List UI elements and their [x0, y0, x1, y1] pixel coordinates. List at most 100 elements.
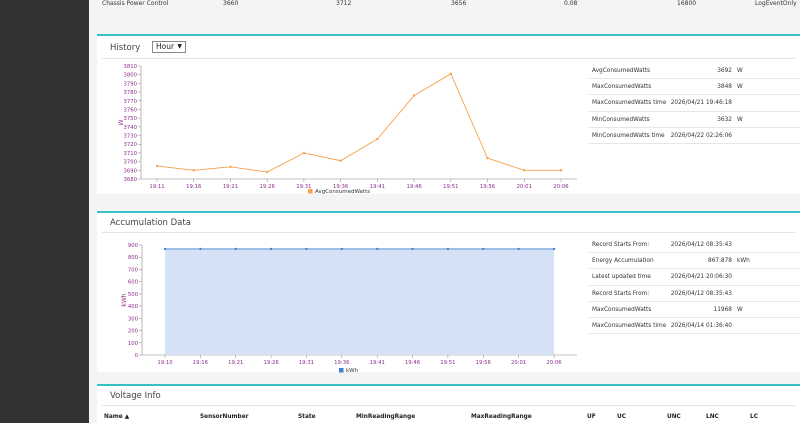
x-tick-label: 19:26 [263, 360, 279, 366]
info-unit: W [737, 68, 743, 74]
data-point [199, 247, 202, 251]
value-cell: 0.08 [564, 0, 578, 7]
divider [102, 405, 795, 406]
column-header-min-reading[interactable]: MinReadingRange [356, 414, 416, 420]
info-unit: W [737, 306, 743, 313]
column-header-unc[interactable]: UNC [667, 414, 681, 420]
info-unit: kWh [737, 258, 750, 265]
legend-label: AvgConsumedWatts [315, 189, 370, 195]
history-panel: History Hour ▼ 3680 3690 3700 3710 3720 3730 3… [97, 34, 800, 195]
info-label: Record Starts From: [592, 242, 650, 248]
divider [102, 232, 795, 233]
info-row: AvgConsumedWatts 3692 W [589, 63, 800, 80]
info-label: MaxConsumedWatts time [592, 322, 667, 329]
x-tick-label: 19:36 [334, 360, 350, 366]
column-header-uc[interactable]: UC [617, 414, 626, 420]
data-point [412, 94, 416, 97]
column-header-state[interactable]: State [298, 414, 316, 420]
accumulation-info-table: Record Starts From: 2026/04/12 08:35:43 En… [589, 237, 800, 335]
x-tick-label: 19:51 [443, 184, 458, 190]
x-tick-label: 20:06 [546, 360, 562, 366]
x-tick-label: 19:31 [296, 184, 311, 190]
data-point [155, 164, 159, 168]
data-point [339, 159, 342, 162]
value-cell: LogEventOnly [755, 0, 797, 7]
history-info-table: AvgConsumedWatts 3692 W MaxConsumedWatts 384… [589, 63, 800, 144]
column-header-sensor-number[interactable]: SensorNumber [200, 414, 249, 420]
area-fill [165, 248, 554, 355]
y-tick-label: 3790 [124, 81, 138, 87]
data-point [340, 247, 344, 251]
column-header-max-reading[interactable]: MaxReadingRange [471, 414, 532, 420]
data-point [446, 247, 450, 251]
data-point [482, 247, 485, 251]
y-tick-label: 3770 [124, 99, 138, 105]
column-header-lnc[interactable]: LNC [706, 414, 719, 420]
info-label: Record Starts From: [592, 290, 650, 297]
history-title: History [110, 43, 141, 53]
info-row: MinConsumedWatts 3632 W [589, 112, 800, 128]
column-header-lc[interactable]: LC [750, 414, 758, 420]
x-tick-label: 19:11 [149, 184, 164, 190]
x-tick-label: 19:56 [480, 184, 496, 190]
data-point [269, 247, 273, 251]
info-row: MaxConsumedWatts 11968 W [589, 302, 800, 318]
data-point [192, 169, 195, 172]
voltage-panel: Voltage Info Name ▲ SensorNumber State M… [97, 384, 800, 423]
y-axis-label: kWh [121, 293, 128, 306]
series-line [156, 73, 561, 173]
history-chart: 3680 3690 3700 3710 3720 3730 3740 3750 3760 3770… [118, 64, 577, 195]
history-range-select[interactable]: Hour ▼ [152, 41, 186, 53]
info-label: AvgConsumedWatts [592, 68, 651, 74]
data-point [486, 156, 489, 160]
y-tick-label: 3810 [124, 64, 138, 70]
data-point [523, 169, 526, 172]
value-cell: 3712 [336, 0, 352, 7]
column-header-name[interactable]: Name ▲ [104, 414, 130, 420]
chevron-down-icon: ▼ [177, 43, 182, 50]
column-header-uf[interactable]: UF [587, 414, 596, 420]
info-value: 2026/04/21 20:06:30 [670, 274, 732, 281]
info-row: MaxConsumedWatts time 2026/04/21 19:46:18 [589, 95, 800, 112]
accumulation-title: Accumulation Data [110, 218, 191, 228]
info-value: 2026/04/12 08:35:43 [670, 242, 732, 248]
x-tick-label: 19:46 [406, 184, 422, 190]
data-point [376, 137, 379, 141]
y-tick-label: 400 [128, 304, 139, 310]
info-value: 11968 [713, 306, 732, 313]
info-row: MaxConsumedWatts time 2026/04/14 01:36:40 [589, 318, 800, 335]
y-tick-label: 3720 [124, 142, 138, 148]
y-tick-label: 3780 [124, 90, 138, 96]
info-row: Energy Accumulation 867.878 kWh [589, 253, 800, 270]
table-row: Chassis Power Control 3660 3712 3656 0.0… [102, 0, 800, 10]
data-point [375, 247, 379, 251]
y-tick-label: 3690 [124, 168, 138, 174]
value-cell: 3660 [223, 0, 239, 7]
info-value: 2026/04/22 02:26:06 [670, 132, 732, 139]
y-tick-label: 3740 [124, 125, 138, 131]
info-value: 3692 [717, 68, 732, 74]
y-tick-label: 3800 [124, 73, 138, 79]
x-tick-label: 19:16 [186, 184, 202, 190]
x-tick-label: 19:10 [157, 360, 173, 366]
divider [102, 58, 795, 59]
info-label: MaxConsumedWatts [592, 306, 652, 313]
info-value: 3632 [717, 116, 732, 123]
x-tick-label: 20:01 [511, 360, 526, 366]
y-tick-label: 3750 [124, 116, 138, 122]
info-unit: W [737, 116, 743, 123]
data-point [552, 247, 556, 251]
x-tick-label: 19:56 [476, 360, 492, 366]
main-content: Chassis Power Control 3660 3712 3656 0.0… [89, 0, 800, 423]
y-tick-label: 300 [128, 316, 139, 322]
info-label: MinConsumedWatts time [592, 132, 665, 139]
legend-label: kWh [346, 368, 359, 374]
x-tick-label: 20:01 [517, 184, 532, 190]
info-label: MinConsumedWatts [592, 116, 650, 123]
data-point [265, 170, 269, 174]
x-tick-label: 19:31 [299, 360, 314, 366]
data-point [559, 169, 563, 172]
value-cell: 3656 [451, 0, 467, 7]
x-tick-label: 19:41 [370, 360, 385, 366]
data-point [229, 165, 232, 169]
